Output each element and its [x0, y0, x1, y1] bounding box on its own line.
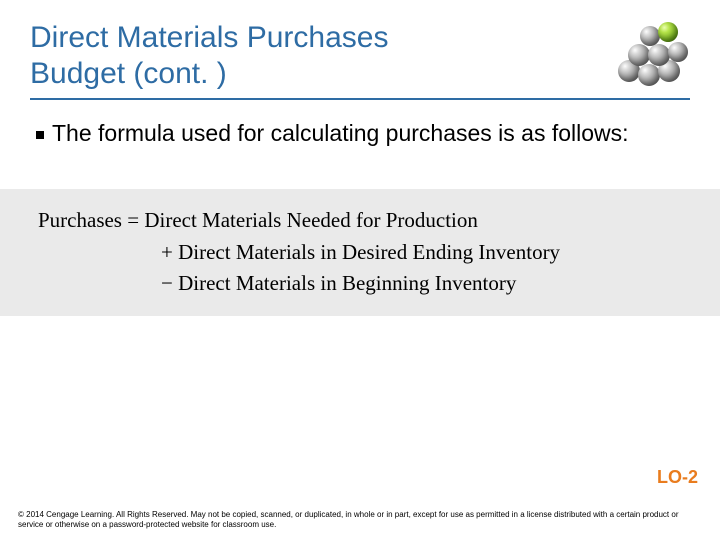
- sphere-icon: [640, 26, 660, 46]
- title-line-2: Budget (cont. ): [30, 57, 227, 90]
- spheres-graphic: [612, 20, 690, 90]
- intro-paragraph: The formula used for calculating purchas…: [36, 118, 690, 149]
- formula-block: Purchases = Direct Materials Needed for …: [0, 189, 720, 316]
- title-line-1: Direct Materials Purchases: [30, 21, 388, 54]
- sphere-icon: [648, 44, 670, 66]
- learning-objective-badge: LO-2: [657, 467, 698, 488]
- formula-line-2: + Direct Materials in Desired Ending Inv…: [8, 237, 712, 269]
- intro-text: The formula used for calculating purchas…: [52, 120, 629, 146]
- copyright-footer: © 2014 Cengage Learning. All Rights Rese…: [0, 504, 720, 540]
- header: Direct Materials Purchases Budget (cont.…: [30, 20, 690, 100]
- sphere-icon: [638, 64, 660, 86]
- slide-title: Direct Materials Purchases Budget (cont.…: [30, 20, 388, 92]
- formula-line-3: − Direct Materials in Beginning Inventor…: [8, 268, 712, 300]
- sphere-icon: [628, 44, 650, 66]
- sphere-green-icon: [658, 22, 678, 42]
- slide: Direct Materials Purchases Budget (cont.…: [0, 0, 720, 540]
- sphere-icon: [668, 42, 688, 62]
- bullet-icon: [36, 131, 44, 139]
- formula-line-1: Purchases = Direct Materials Needed for …: [8, 205, 712, 237]
